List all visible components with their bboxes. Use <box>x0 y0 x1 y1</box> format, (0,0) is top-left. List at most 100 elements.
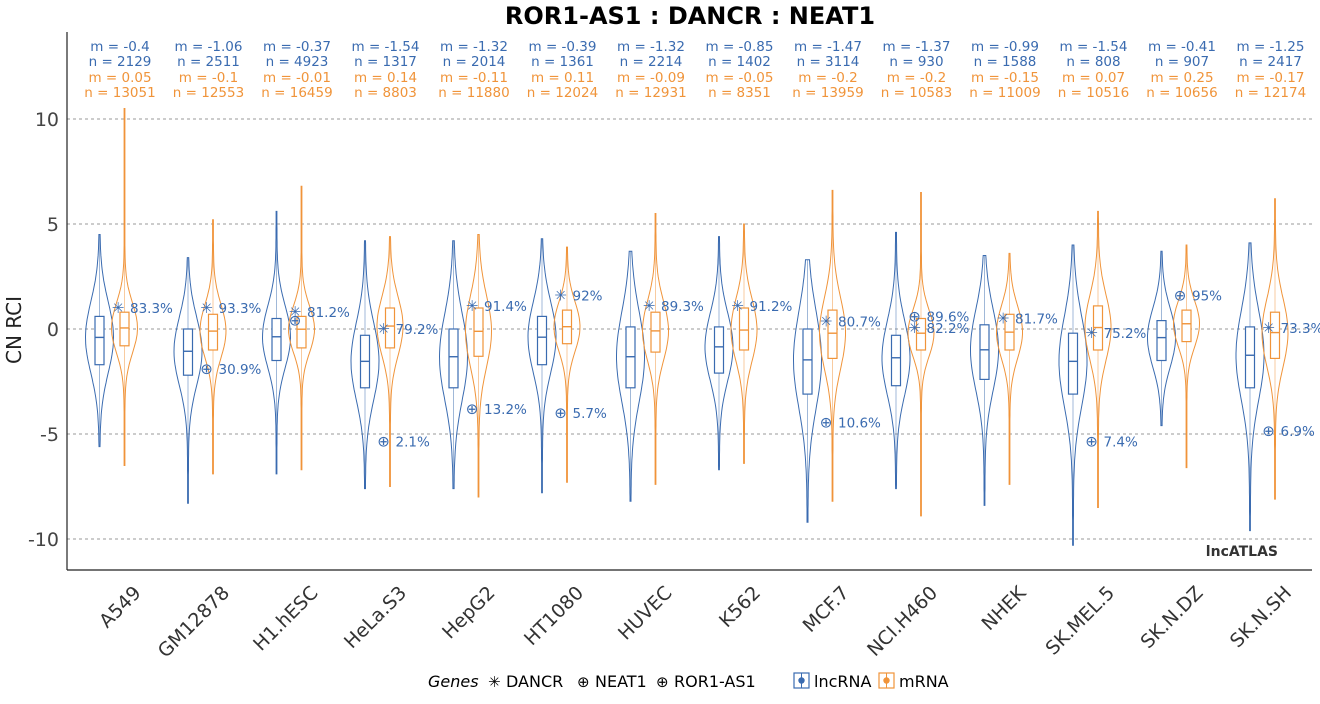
stat-label: n = 1588 <box>974 54 1037 70</box>
stat-label: m = -1.06 <box>175 39 243 55</box>
x-tick-label: NCI.H460 <box>863 582 942 661</box>
stat-label: m = -0.99 <box>971 39 1039 55</box>
gene-marker-dancr: ✳ <box>997 310 1010 328</box>
x-tick-label: SK.MEL.5 <box>1041 582 1119 660</box>
box-lncRNA <box>1069 333 1078 394</box>
stat-label: n = 16459 <box>261 85 332 101</box>
stat-label: n = 8351 <box>708 85 771 101</box>
legend-symbol: ⊕ <box>577 673 590 691</box>
stat-label: m = -1.47 <box>794 39 862 55</box>
gene-marker-neat1: ⊕ <box>820 413 833 431</box>
gene-marker-dancr: ✳ <box>377 320 390 338</box>
stat-label: n = 4923 <box>266 54 329 70</box>
chart-title: ROR1-AS1 : DANCR : NEAT1 <box>505 2 875 30</box>
x-tick-label: HeLa.S3 <box>340 582 411 653</box>
stat-label: m = -0.11 <box>440 70 508 86</box>
x-tick-label: SK.N.SH <box>1226 582 1296 652</box>
box-mRNA <box>651 312 660 352</box>
legend-symbol: ⊕ <box>656 673 669 691</box>
stat-label: n = 10516 <box>1058 85 1129 101</box>
gene-percent-label: 91.4% <box>484 299 527 315</box>
stat-label: n = 808 <box>1066 54 1120 70</box>
x-tick-label: HUVEC <box>614 582 677 645</box>
stat-label: m = 0.11 <box>531 70 594 86</box>
y-axis-label: CN RCI <box>2 296 26 364</box>
box-mRNA <box>474 308 483 356</box>
stat-label: m = -0.37 <box>263 39 331 55</box>
stat-label: m = 0.05 <box>88 70 151 86</box>
gene-marker-dancr: ✳ <box>731 297 744 315</box>
stat-label: n = 1361 <box>531 54 594 70</box>
y-tick-label: 10 <box>35 109 59 131</box>
gene-percent-label: 81.7% <box>1015 312 1058 328</box>
watermark: lncATLAS <box>1206 544 1278 560</box>
legend-title: Genes <box>428 672 479 691</box>
stat-label: n = 2129 <box>89 54 152 70</box>
stat-label: m = -0.17 <box>1237 70 1305 86</box>
stat-label: m = -1.54 <box>1060 39 1128 55</box>
stat-label: n = 1317 <box>354 54 417 70</box>
stat-label: m = -1.37 <box>883 39 951 55</box>
gene-percent-label: 30.9% <box>219 362 262 378</box>
gene-percent-label: 89.6% <box>927 309 970 325</box>
gene-marker-dancr: ✳ <box>112 299 125 317</box>
box-mRNA <box>1182 310 1191 342</box>
gene-marker-ror1-as1: ⊕ <box>289 312 302 330</box>
legend-label-dancr: DANCR <box>506 672 563 691</box>
stat-label: m = -0.01 <box>263 70 331 86</box>
gene-percent-label: 2.1% <box>396 434 430 450</box>
gene-marker-ror1-as1: ⊕ <box>1174 286 1187 304</box>
stat-label: n = 12024 <box>527 85 598 101</box>
box-mRNA <box>209 314 218 350</box>
box-lncRNA <box>715 327 724 373</box>
stat-label: m = -1.25 <box>1237 39 1305 55</box>
box-lncRNA <box>184 329 193 375</box>
gene-marker-neat1: ⊕ <box>908 307 921 325</box>
box-lncRNA <box>803 329 812 394</box>
stat-label: n = 12553 <box>173 85 244 101</box>
x-tick-label: H1.hESC <box>249 582 322 655</box>
x-tick-label: K562 <box>715 582 765 632</box>
x-tick-label: GM12878 <box>154 582 234 662</box>
stat-label: n = 8803 <box>354 85 417 101</box>
gene-percent-label: 75.2% <box>1104 326 1147 342</box>
stat-label: n = 3114 <box>797 54 860 70</box>
stat-label: n = 2417 <box>1239 54 1302 70</box>
stat-label: n = 11009 <box>969 85 1040 101</box>
x-tick-label: NHEK <box>978 582 1031 635</box>
box-lncRNA <box>449 329 458 388</box>
stat-label: n = 1402 <box>708 54 771 70</box>
stat-label: m = -0.05 <box>706 70 774 86</box>
stat-label: n = 11880 <box>438 85 509 101</box>
y-tick-label: 5 <box>47 214 59 236</box>
legend-label-mrna: mRNA <box>899 672 949 691</box>
gene-percent-label: 80.7% <box>838 315 881 331</box>
gene-marker-neat1: ⊕ <box>554 404 567 422</box>
gene-percent-label: 13.2% <box>484 402 527 418</box>
gene-percent-label: 91.2% <box>750 299 793 315</box>
stat-label: n = 10583 <box>881 85 952 101</box>
gene-percent-label: 89.3% <box>661 299 704 315</box>
stat-label: m = -0.09 <box>617 70 685 86</box>
box-mRNA <box>120 312 129 346</box>
stat-label: m = -0.15 <box>971 70 1039 86</box>
box-lncRNA <box>272 319 281 361</box>
gene-marker-neat1: ⊕ <box>466 400 479 418</box>
box-lncRNA <box>538 316 547 364</box>
gene-marker-neat1: ⊕ <box>377 432 390 450</box>
stat-label: m = -0.41 <box>1148 39 1216 55</box>
box-lncRNA <box>980 325 989 380</box>
stat-label: n = 930 <box>889 54 943 70</box>
gene-percent-label: 79.2% <box>396 322 439 338</box>
y-tick-label: -10 <box>28 529 59 551</box>
gene-percent-label: 92% <box>573 288 603 304</box>
stat-label: m = -1.32 <box>617 39 685 55</box>
x-tick-label: MCF.7 <box>799 582 854 637</box>
stat-label: n = 2014 <box>443 54 506 70</box>
gene-percent-label: 73.3% <box>1281 321 1320 337</box>
stat-label: n = 12931 <box>615 85 686 101</box>
